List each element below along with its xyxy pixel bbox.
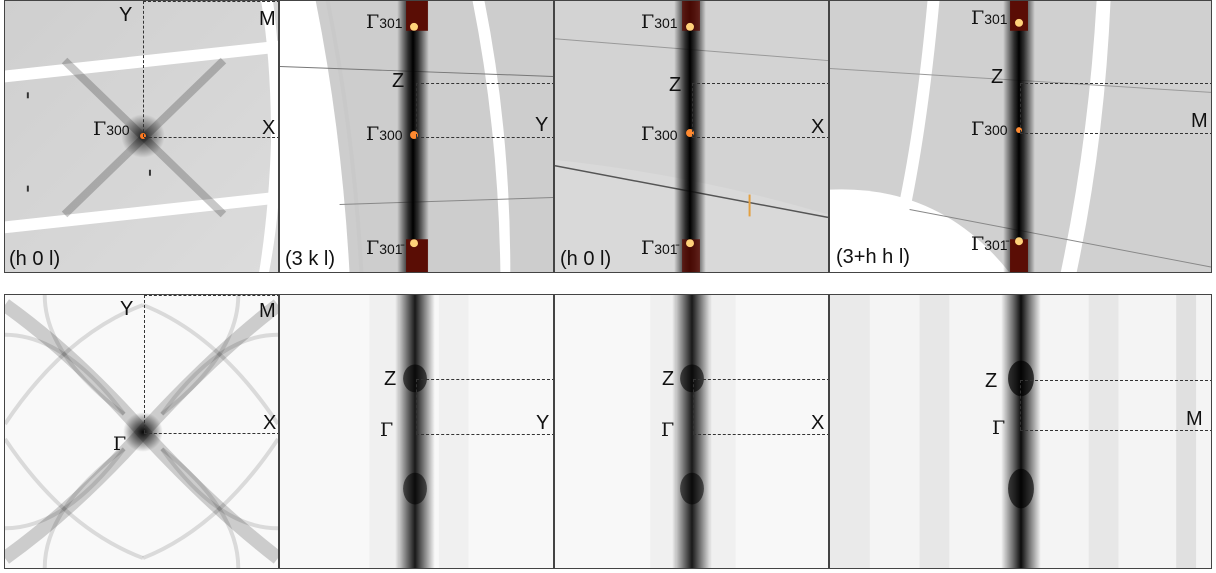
dashed-line-z xyxy=(1020,380,1211,381)
label-x: X xyxy=(262,117,276,139)
dashed-line-gamma xyxy=(692,137,828,138)
gamma-label: Γ xyxy=(661,419,675,441)
dashed-line-top xyxy=(144,295,278,296)
dashed-line-vertical xyxy=(692,83,693,137)
bottom-panel-h0l-a: Y M X Γ xyxy=(4,294,279,569)
label-z: Z xyxy=(384,368,397,390)
plane-label: (3+h h l) xyxy=(836,246,910,268)
label-x: X xyxy=(263,412,277,434)
dashed-line-horizontal xyxy=(144,137,278,138)
dashed-line-gamma xyxy=(416,434,553,435)
dashed-line-horizontal xyxy=(144,433,278,434)
gamma-301bar-label: Γ301̄ xyxy=(641,237,678,259)
label-y: Y xyxy=(536,412,550,434)
gamma-301bar-label: Γ301̄ xyxy=(366,237,403,259)
diffraction-image xyxy=(5,1,278,272)
label-x: X xyxy=(811,116,825,138)
label-z: Z xyxy=(662,368,675,390)
label-y: Y xyxy=(120,298,134,320)
top-panel-h0l-a: Y M X Γ300 (h 0 l) xyxy=(4,0,279,273)
simulation-image xyxy=(5,295,278,568)
label-z: Z xyxy=(392,70,405,92)
top-panel-h0l-b: Γ301 Z Γ300 X Γ301̄ (h 0 l) xyxy=(554,0,829,273)
label-z: Z xyxy=(985,370,998,392)
dashed-line-vertical xyxy=(1020,83,1021,133)
gamma-300-label: Γ300 xyxy=(971,118,1008,140)
bottom-panel-3kl: Z Γ Y xyxy=(279,294,554,569)
gamma-301-label: Γ301 xyxy=(366,11,403,33)
label-z: Z xyxy=(669,74,682,96)
gamma-label: Γ xyxy=(380,419,394,441)
dashed-line-gamma xyxy=(1020,133,1211,134)
label-m: M xyxy=(1186,408,1203,430)
gamma-label: Γ xyxy=(992,417,1006,439)
dashed-line-vertical xyxy=(144,295,145,433)
dashed-line-gamma xyxy=(693,434,828,435)
top-panel-3hhl: Γ301 Z Γ300 M Γ301̄ (3+h h l) xyxy=(829,0,1212,273)
label-x: X xyxy=(811,412,825,434)
label-y: Y xyxy=(535,114,549,136)
simulation-image xyxy=(555,295,828,568)
gamma-300-label: Γ300 xyxy=(641,123,678,145)
diffraction-image xyxy=(830,1,1211,272)
dashed-line-z xyxy=(692,83,828,84)
dashed-line-top xyxy=(143,1,278,2)
label-m: M xyxy=(259,300,276,322)
dashed-line-z xyxy=(693,379,828,380)
dashed-line-gamma xyxy=(416,137,553,138)
label-y: Y xyxy=(119,4,133,26)
simulation-image xyxy=(830,295,1211,568)
gamma-301-label: Γ301 xyxy=(971,7,1008,29)
plane-label: (3 k l) xyxy=(285,248,335,270)
label-z: Z xyxy=(991,66,1004,88)
dashed-line-z xyxy=(416,83,553,84)
gamma-300-label: Γ300 xyxy=(366,123,403,145)
dashed-line-gamma xyxy=(1020,430,1211,431)
bottom-panel-h0l-b: Z Γ X xyxy=(554,294,829,569)
gamma-300-label: Γ300 xyxy=(93,118,130,140)
gamma-label: Γ xyxy=(113,433,127,455)
dashed-line-vertical xyxy=(143,1,144,137)
top-panel-3kl: Γ301 Z Γ300 Y Γ301̄ (3 k l) xyxy=(279,0,554,273)
dashed-line-z xyxy=(1020,83,1211,84)
gamma-301-label: Γ301 xyxy=(641,11,678,33)
dashed-line-z xyxy=(416,379,553,380)
dashed-line-vertical xyxy=(1020,380,1021,430)
plane-label: (h 0 l) xyxy=(9,248,61,270)
dashed-line-vertical xyxy=(416,379,417,434)
diffraction-image xyxy=(555,1,828,272)
dashed-line-vertical xyxy=(693,379,694,434)
dashed-line-vertical xyxy=(416,83,417,137)
label-m: M xyxy=(259,8,276,30)
gamma-301bar-label: Γ301̄ xyxy=(971,233,1008,255)
label-m: M xyxy=(1191,110,1208,132)
plane-label: (h 0 l) xyxy=(560,248,612,270)
simulation-image xyxy=(280,295,553,568)
bottom-panel-3hhl: Z Γ M xyxy=(829,294,1212,569)
